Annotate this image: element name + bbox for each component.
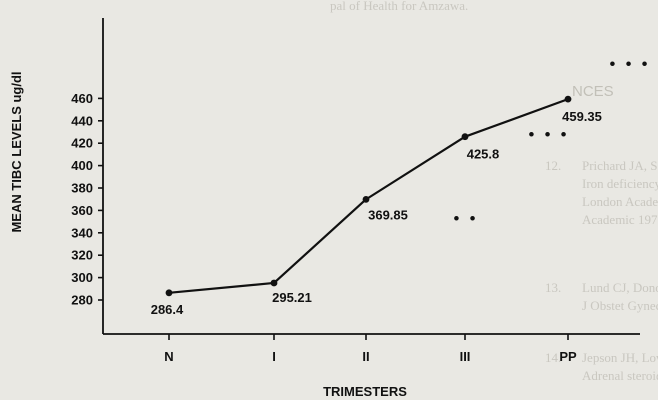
y-tick-label: 340 bbox=[71, 225, 93, 240]
y-tick-label: 440 bbox=[71, 113, 93, 128]
y-axis-ticks: 280 300 320 340 360 380 400 420 440 460 bbox=[71, 91, 103, 308]
background-reference-line: Academic 1970. bbox=[582, 212, 658, 227]
x-tick-label: II bbox=[362, 349, 369, 364]
x-axis-ticks: N I II III PP bbox=[164, 334, 577, 364]
y-axis-title: MEAN TIBC LEVELS ug/dl bbox=[9, 71, 24, 232]
background-reference-line: Iron deficiency: Pathogenesis, Clinical … bbox=[582, 176, 658, 191]
series-line bbox=[168, 98, 569, 294]
significance-marker: • • bbox=[454, 210, 479, 227]
data-point bbox=[270, 279, 278, 287]
data-point bbox=[564, 95, 572, 103]
y-tick-label: 320 bbox=[71, 248, 93, 263]
series-polyline bbox=[168, 98, 569, 294]
background-reference-line: Prichard JA, Scott DE. Iron demands duri… bbox=[582, 158, 658, 173]
data-labels: 286.4 295.21 369.85 425.8 459.35 bbox=[151, 109, 602, 317]
y-tick-label: 380 bbox=[71, 181, 93, 196]
y-tick-label: 300 bbox=[71, 270, 93, 285]
x-axis-title: TRIMESTERS bbox=[323, 384, 407, 399]
significance-marker: • • • bbox=[610, 56, 651, 73]
y-tick-label: 420 bbox=[71, 136, 93, 151]
y-tick-label: 360 bbox=[71, 203, 93, 218]
y-tick-label: 460 bbox=[71, 91, 93, 106]
data-label: 369.85 bbox=[368, 207, 408, 222]
background-reference-number: 12. bbox=[545, 158, 561, 173]
background-heading: NCES bbox=[572, 83, 614, 100]
x-tick-label: I bbox=[272, 349, 276, 364]
background-reference-number: 14. bbox=[545, 350, 561, 365]
data-points bbox=[165, 95, 572, 297]
background-reference-line: London Academic 1970, Ed. Vallance & Pel… bbox=[582, 194, 658, 209]
x-tick-label: PP bbox=[559, 349, 577, 364]
data-point bbox=[165, 289, 173, 297]
background-reference-line: Lund CJ, Donovan JC. Blood volume during… bbox=[582, 280, 658, 295]
data-label: 295.21 bbox=[272, 290, 312, 305]
x-tick-label: N bbox=[164, 349, 173, 364]
background-references: 12. Prichard JA, Scott DE. Iron demands d… bbox=[545, 158, 658, 383]
background-page-text: pal of Health for Amzawa. NCES bbox=[330, 0, 614, 100]
background-reference-line: Jepson JH, Lowenstein L. The effect of T… bbox=[582, 350, 658, 365]
background-top-fragment: pal of Health for Amzawa. bbox=[330, 0, 468, 13]
y-tick-label: 400 bbox=[71, 158, 93, 173]
data-label: 459.35 bbox=[562, 109, 602, 124]
data-point bbox=[362, 195, 370, 203]
background-reference-line: Adrenal steroids and prolactin on erythr… bbox=[582, 368, 658, 383]
y-tick-label: 280 bbox=[71, 293, 93, 308]
significance-marker: • • • bbox=[529, 127, 570, 144]
background-reference-line: J Obstet Gynecol 1967; 98:393. bbox=[582, 298, 658, 313]
background-reference-number: 13. bbox=[545, 280, 561, 295]
data-label: 286.4 bbox=[151, 302, 184, 317]
data-point bbox=[461, 133, 469, 141]
x-tick-label: III bbox=[460, 349, 471, 364]
data-label: 425.8 bbox=[467, 147, 500, 162]
significance-markers: • • • • • • • • bbox=[454, 56, 651, 227]
